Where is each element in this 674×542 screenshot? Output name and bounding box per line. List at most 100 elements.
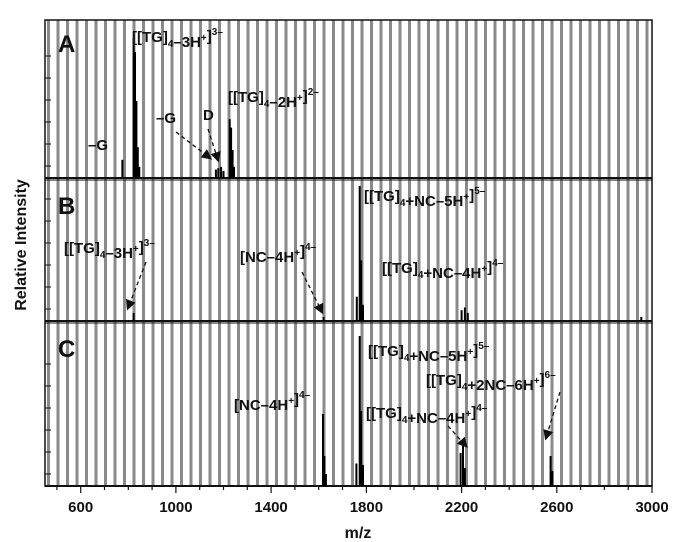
stripe-4	[85, 20, 88, 486]
annotation-part: 4	[264, 99, 270, 110]
annotation-part: [[TG]	[132, 29, 168, 46]
stripe-46	[484, 20, 487, 486]
stripe-55	[569, 20, 573, 486]
annotation-c3: [NC–4H+]4–	[234, 390, 311, 414]
stripe-24	[275, 20, 278, 486]
stripe-11	[151, 20, 155, 486]
annotation-part: ]	[540, 371, 545, 388]
stripe-17	[208, 20, 212, 486]
annotation-part: 4–	[299, 390, 311, 401]
annotation-part: –3H	[105, 245, 133, 262]
annotation-part: +	[133, 244, 139, 255]
stripe-45	[474, 20, 478, 486]
stripe-34	[370, 20, 373, 486]
stripe-39	[417, 20, 421, 486]
annotation-a1: [[TG]4–3H+]3–	[132, 27, 223, 51]
annotation-part: +NC–5H	[409, 348, 467, 365]
x-axis: 600 1000 1400 1800 2200 2600 3000	[56, 486, 669, 516]
stripe-2	[66, 20, 69, 486]
stripe-50	[522, 20, 525, 486]
annotation-part: 3–	[144, 238, 156, 249]
stripe-19	[227, 20, 231, 486]
stripe-59	[607, 20, 611, 486]
annotation-part: +	[534, 376, 540, 387]
x-tick-label-600: 600	[68, 499, 93, 516]
x-tick-label-1000: 1000	[159, 499, 192, 516]
annotation-arrow	[447, 425, 468, 448]
annotation-part: ]	[473, 342, 478, 359]
stripe-38	[408, 20, 411, 486]
stripe-54	[560, 20, 563, 486]
annotation-part: ]	[294, 391, 299, 408]
annotation-part: [[TG]	[228, 89, 264, 106]
annotation-c4: [[TG]4+NC–4H+]4–	[366, 403, 488, 427]
stripe-36	[389, 20, 392, 486]
x-tick-label-2600: 2600	[540, 499, 573, 516]
stripe-52	[541, 20, 544, 486]
annotation-a5: [[TG]4–2H+]2–	[228, 87, 319, 111]
annotation-part: 4–	[476, 403, 488, 414]
annotation-part: +	[201, 33, 207, 44]
x-tick-label-3000: 3000	[635, 499, 668, 516]
annotation-part: +	[467, 347, 473, 358]
annotation-part: [[TG]	[64, 240, 100, 257]
stripe-18	[218, 20, 221, 486]
annotation-part: +	[294, 248, 300, 259]
stripe-5	[94, 20, 98, 486]
stripe-56	[579, 20, 582, 486]
stripe-33	[360, 20, 364, 486]
stripe-29	[322, 20, 326, 486]
stripe-58	[598, 20, 601, 486]
annotation-a3: –G	[156, 110, 176, 127]
annotation-part: [[TG]	[382, 260, 418, 277]
stripe-49	[512, 20, 516, 486]
stripe-28	[313, 20, 316, 486]
annotation-part: +	[463, 192, 469, 203]
annotation-part: +NC–4H	[423, 265, 481, 282]
annotation-part: +NC–4H	[407, 410, 465, 427]
annotation-part: 6–	[545, 370, 557, 381]
stripe-22	[256, 20, 259, 486]
panel-label-a: A	[58, 31, 75, 58]
stripe-37	[398, 20, 402, 486]
stripe-3	[75, 20, 79, 486]
y-axis-label: Relative Intensity	[13, 179, 30, 311]
annotation-part: 4	[404, 353, 410, 364]
stripe-9	[132, 20, 136, 486]
annotation-part: ]	[303, 88, 308, 105]
annotation-part: 4	[418, 270, 424, 281]
annotation-part: [[TG]	[364, 188, 400, 205]
annotation-part: 4	[168, 39, 174, 50]
stripe-32	[351, 20, 354, 486]
stripe-53	[550, 20, 554, 486]
stripe-57	[588, 20, 592, 486]
annotation-part: 4–	[305, 242, 317, 253]
background-stripes	[47, 20, 649, 486]
stripe-14	[180, 20, 183, 486]
stripe-62	[636, 20, 639, 486]
annotation-part: –G	[88, 137, 108, 154]
stripe-15	[189, 20, 193, 486]
stripe-10	[142, 20, 145, 486]
annotation-arrow	[301, 271, 324, 315]
x-tick-label-1400: 1400	[254, 499, 287, 516]
stripe-12	[161, 20, 164, 486]
annotation-part: –3H	[173, 34, 201, 51]
panel-label-c: C	[58, 336, 75, 363]
annotation-part: 5–	[478, 341, 490, 352]
annotation-part: 5–	[474, 186, 486, 197]
spectrum-panels: A [[TG]4–3H+]3––G–G D[[TG]4–2H+]2–B [[TG]4+…	[45, 27, 652, 487]
annotation-part: [[TG]	[366, 405, 402, 422]
annotation-part: ]	[139, 239, 144, 256]
stripe-8	[123, 20, 126, 486]
stripe-35	[379, 20, 383, 486]
annotation-part: 4–	[492, 258, 504, 269]
stripe-0	[47, 20, 50, 486]
annotation-part: +	[465, 409, 471, 420]
x-tick-label-2200: 2200	[445, 499, 478, 516]
annotation-part: 2–	[308, 87, 320, 98]
stripe-6	[104, 20, 107, 486]
annotation-part: ]	[207, 28, 212, 45]
annotation-part: 4	[462, 382, 468, 393]
annotation-part: –2H	[269, 94, 297, 111]
